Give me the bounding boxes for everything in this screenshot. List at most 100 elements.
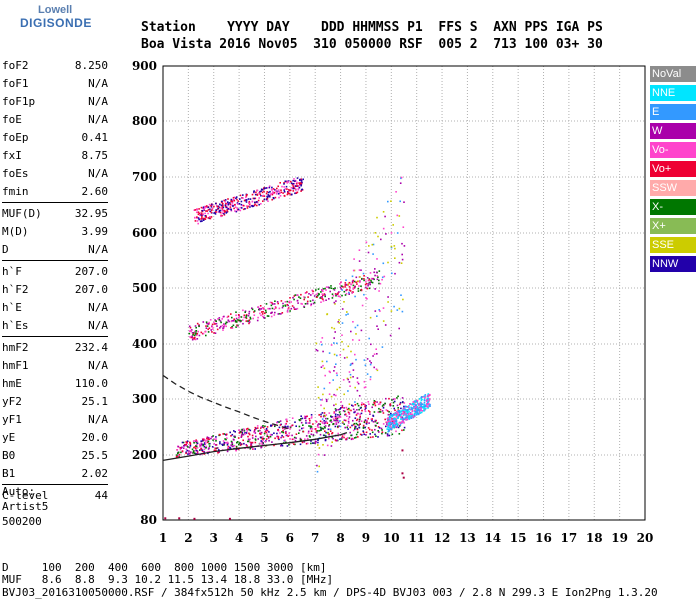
echo-point: [338, 291, 340, 293]
echo-point: [248, 319, 251, 321]
echo-point: [324, 374, 326, 377]
x-tick-label: 14: [484, 531, 501, 545]
echo-point: [293, 436, 296, 439]
echo-point: [327, 432, 329, 435]
echo-point: [382, 320, 385, 322]
echo-point: [345, 438, 347, 440]
echo-point: [343, 436, 345, 439]
echo-point: [245, 315, 248, 317]
echo-point: [392, 224, 394, 226]
param-label: fxI: [2, 149, 22, 162]
echo-point: [368, 245, 370, 247]
echo-point: [301, 427, 303, 430]
echo-point: [207, 209, 210, 211]
echo-point: [206, 436, 209, 438]
echo-point: [372, 243, 375, 246]
echo-point: [235, 314, 237, 317]
echo-point: [315, 349, 318, 351]
echo-point: [243, 442, 245, 445]
echo-point: [291, 424, 294, 427]
echo-point: [204, 212, 206, 215]
echo-point: [266, 315, 269, 317]
echo-point: [297, 294, 299, 297]
echo-point: [215, 320, 217, 322]
echo-point: [350, 330, 352, 333]
echo-point: [242, 309, 244, 312]
param-label: B1: [2, 467, 16, 480]
echo-point: [351, 281, 354, 284]
echo-point: [259, 442, 261, 445]
echo-point: [408, 416, 410, 419]
x-tick-label: 10: [383, 531, 400, 545]
echo-point: [289, 189, 292, 192]
echo-point: [363, 380, 366, 383]
echo-point: [306, 442, 309, 445]
echo-point: [387, 261, 389, 264]
echo-point: [298, 296, 300, 298]
echo-point: [256, 201, 259, 204]
echo-point: [356, 423, 359, 426]
echo-point: [277, 428, 279, 431]
echo-point: [203, 217, 205, 220]
echo-point: [410, 408, 413, 410]
echo-point: [366, 421, 368, 424]
echo-point: [413, 403, 416, 405]
echo-point: [300, 179, 303, 182]
echo-point: [393, 400, 396, 403]
echo-point: [320, 404, 322, 407]
echo-point: [347, 418, 350, 420]
param-label: yF1: [2, 413, 22, 426]
echo-point: [283, 186, 285, 188]
echo-point: [245, 199, 248, 201]
echo-point: [204, 440, 207, 442]
echo-point: [405, 409, 407, 411]
echo-point: [219, 209, 222, 212]
echo-point: [207, 448, 210, 450]
echo-point: [231, 433, 234, 436]
echo-point: [423, 405, 425, 407]
echo-point: [348, 413, 351, 415]
echo-point: [247, 440, 249, 443]
echo-point: [299, 437, 302, 440]
echo-point: [363, 279, 365, 282]
echo-point: [272, 188, 275, 190]
echo-point: [378, 279, 380, 282]
echo-point: [245, 314, 248, 316]
echo-point: [341, 334, 343, 336]
echo-point: [325, 431, 327, 434]
echo-point: [402, 414, 405, 417]
echo-point: [404, 406, 406, 408]
echo-point: [371, 406, 373, 409]
echo-point: [236, 198, 238, 201]
echo-point: [294, 192, 296, 195]
echo-point: [319, 398, 322, 401]
echo-point: [265, 303, 268, 305]
echo-point: [202, 444, 204, 447]
echo-point: [351, 424, 353, 427]
echo-point: [375, 425, 377, 427]
echo-point: [315, 441, 317, 443]
footer-muf-row: MUF 8.6 8.8 9.3 10.2 11.5 13.4 18.8 33.0…: [2, 573, 334, 586]
echo-point: [382, 407, 385, 409]
echo-point: [280, 436, 282, 439]
auto-code: 500200: [2, 515, 42, 528]
echo-point: [359, 413, 361, 415]
echo-point: [345, 279, 347, 281]
echo-point: [239, 194, 242, 197]
echo-point: [359, 276, 361, 278]
echo-point: [344, 410, 346, 413]
echo-point: [300, 182, 303, 185]
echo-point: [244, 432, 246, 434]
echo-point: [317, 424, 319, 426]
echo-point: [338, 411, 341, 413]
echo-point: [423, 398, 426, 401]
echo-point: [339, 283, 341, 285]
echo-point: [372, 414, 374, 417]
echo-point: [378, 407, 380, 410]
echo-point: [398, 261, 401, 264]
echo-point: [331, 326, 333, 329]
echo-point: [189, 326, 192, 329]
echo-point: [328, 412, 331, 414]
echo-point: [229, 431, 231, 434]
